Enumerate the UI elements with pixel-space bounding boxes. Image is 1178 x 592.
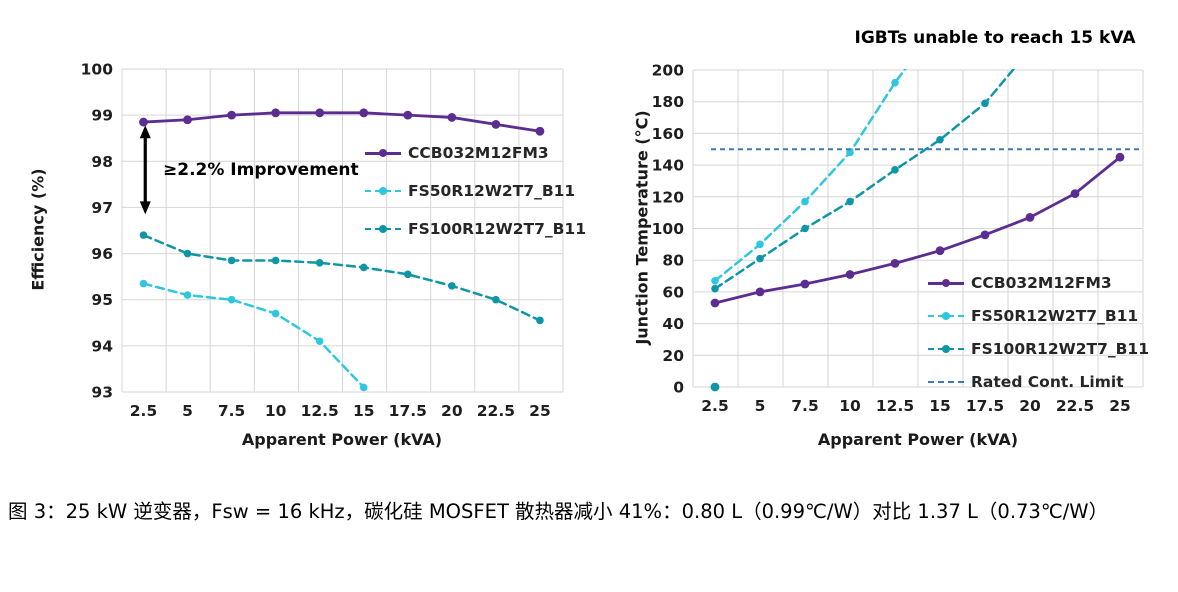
ccb-line-swatch [928, 278, 964, 288]
left-legend: CCB032M12FM3 FS50R12W2T7_B11 FS100R12W2T… [365, 134, 586, 248]
svg-text:180: 180 [652, 93, 685, 111]
right-legend: CCB032M12FM3 FS50R12W2T7_B11 FS100R12W2T… [928, 266, 1149, 398]
svg-text:15: 15 [353, 402, 375, 420]
svg-text:17.5: 17.5 [966, 397, 1004, 415]
legend-label: CCB032M12FM3 [971, 273, 1112, 292]
ccb-line-swatch [365, 148, 401, 158]
svg-text:7.5: 7.5 [218, 402, 245, 420]
svg-text:100: 100 [652, 220, 685, 238]
left-y-axis-title: Efficiency (%) [28, 168, 48, 291]
figure: 93 94 95 96 97 98 99 100 2.5 5 7.5 10 12.5 15 17.5 20 22… [28, 28, 1150, 449]
svg-text:10: 10 [839, 397, 861, 415]
svg-text:5: 5 [755, 397, 766, 415]
svg-text:93: 93 [91, 384, 113, 402]
fs100-line-swatch [928, 344, 964, 354]
svg-text:97: 97 [91, 199, 113, 217]
svg-text:12.5: 12.5 [876, 397, 914, 415]
svg-text:17.5: 17.5 [389, 402, 427, 420]
svg-text:15: 15 [929, 397, 951, 415]
svg-text:10: 10 [265, 402, 287, 420]
legend-item-rated-limit: Rated Cont. Limit [928, 365, 1149, 398]
svg-text:100: 100 [81, 61, 114, 79]
svg-text:20: 20 [441, 402, 463, 420]
legend-label: FS100R12W2T7_B11 [408, 220, 586, 238]
figure-caption: 图 3：25 kW 逆变器，Fsw = 16 kHz，碳化硅 MOSFET 散热… [8, 500, 1109, 523]
fs50-line-swatch [928, 311, 964, 321]
legend-label: FS50R12W2T7_B11 [408, 182, 576, 200]
right-y-axis-title: Junction Temperature (°C) [632, 110, 652, 345]
svg-text:20: 20 [1019, 397, 1041, 415]
legend-label: FS100R12W2T7_B11 [971, 339, 1149, 358]
svg-text:200: 200 [652, 62, 685, 80]
svg-text:120: 120 [652, 188, 685, 206]
right-x-axis-title: Apparent Power (kVA) [817, 430, 1019, 449]
legend-item-fs100: FS100R12W2T7_B11 [365, 210, 586, 248]
svg-text:60: 60 [662, 283, 684, 301]
svg-text:94: 94 [91, 337, 113, 355]
svg-text:0: 0 [673, 379, 684, 397]
legend-label: Rated Cont. Limit [971, 372, 1124, 391]
svg-text:80: 80 [662, 252, 684, 270]
svg-text:40: 40 [662, 315, 684, 333]
svg-text:22.5: 22.5 [1056, 397, 1094, 415]
svg-text:5: 5 [182, 402, 193, 420]
svg-text:96: 96 [91, 245, 113, 263]
fs100-line-swatch [365, 224, 401, 234]
legend-item-ccb032m12fm3: CCB032M12FM3 [928, 266, 1149, 299]
svg-text:2.5: 2.5 [130, 402, 157, 420]
svg-text:99: 99 [91, 107, 113, 125]
svg-text:25: 25 [529, 402, 551, 420]
svg-text:25: 25 [1109, 397, 1131, 415]
fs50-line-swatch [365, 186, 401, 196]
svg-text:20: 20 [662, 347, 684, 365]
legend-item-fs50: FS50R12W2T7_B11 [365, 172, 586, 210]
legend-item-fs100: FS100R12W2T7_B11 [928, 332, 1149, 365]
svg-text:2.5: 2.5 [701, 397, 728, 415]
legend-item-fs50: FS50R12W2T7_B11 [928, 299, 1149, 332]
legend-label: FS50R12W2T7_B11 [971, 306, 1139, 325]
left-x-axis-title: Apparent Power (kVA) [241, 430, 443, 449]
svg-text:12.5: 12.5 [301, 402, 339, 420]
right-chart-title: IGBTs unable to reach 15 kVA [854, 28, 1136, 48]
svg-text:7.5: 7.5 [791, 397, 818, 415]
improvement-annotation: ≥2.2% Improvement [163, 160, 359, 180]
legend-item-ccb032m12fm3: CCB032M12FM3 [365, 134, 586, 172]
rated-limit-line-swatch [928, 377, 964, 387]
svg-text:95: 95 [91, 291, 113, 309]
legend-label: CCB032M12FM3 [408, 144, 549, 162]
svg-text:140: 140 [652, 157, 685, 175]
svg-text:22.5: 22.5 [477, 402, 515, 420]
svg-text:160: 160 [652, 125, 685, 143]
svg-text:98: 98 [91, 153, 113, 171]
